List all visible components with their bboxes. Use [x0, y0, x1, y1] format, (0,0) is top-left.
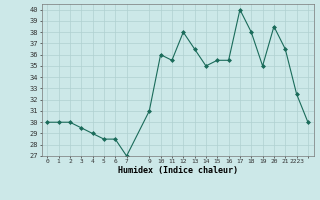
X-axis label: Humidex (Indice chaleur): Humidex (Indice chaleur)	[118, 166, 237, 175]
